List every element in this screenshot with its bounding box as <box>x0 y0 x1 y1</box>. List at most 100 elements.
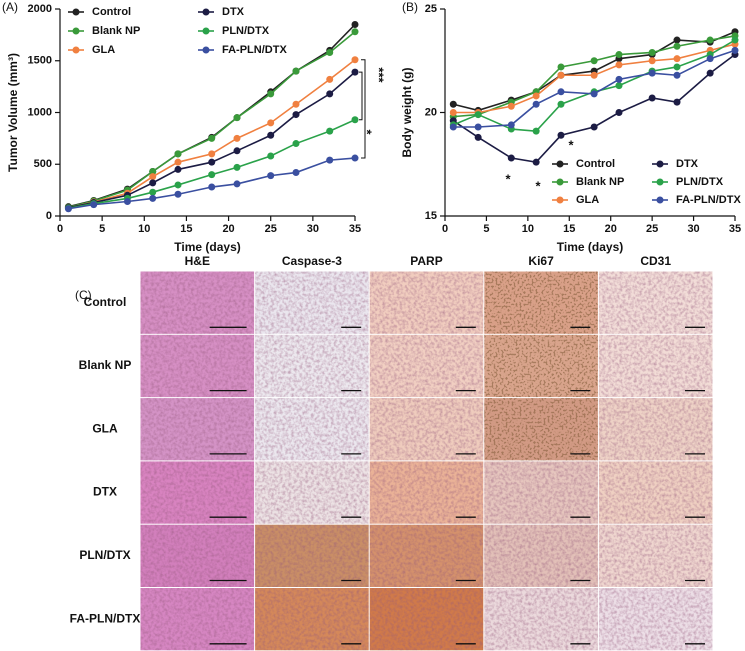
histology-texture <box>255 588 369 651</box>
data-point <box>208 150 216 158</box>
histology-texture <box>484 271 598 334</box>
data-point <box>673 55 681 63</box>
legend-marker <box>656 196 664 204</box>
data-point <box>149 173 157 181</box>
legend-label: DTX <box>676 158 699 170</box>
data-point <box>64 205 72 213</box>
data-point <box>326 156 334 164</box>
data-point <box>149 194 157 202</box>
annotation: *** <box>372 67 387 83</box>
legend-label: DTX <box>222 6 245 18</box>
data-point <box>233 180 241 188</box>
legend-label: FA-PLN/DTX <box>676 194 741 206</box>
x-tick-label: 35 <box>349 223 361 235</box>
data-point <box>706 36 714 44</box>
row-label: Blank NP <box>79 358 132 372</box>
data-point <box>648 94 656 102</box>
legend-marker <box>556 178 564 186</box>
data-point <box>590 71 598 79</box>
data-point <box>174 190 182 198</box>
data-point <box>233 147 241 155</box>
x-tick-label: 20 <box>222 223 234 235</box>
data-point <box>532 158 540 166</box>
significance-bracket <box>361 59 366 159</box>
histology-texture <box>140 398 255 461</box>
histology-texture <box>484 524 598 587</box>
data-point <box>507 102 515 110</box>
histology-texture <box>598 334 713 398</box>
data-point <box>351 68 359 76</box>
legend-label: FA-PLN/DTX <box>222 44 287 56</box>
annotation: * <box>535 178 541 193</box>
data-point <box>507 154 515 162</box>
histology-texture <box>140 271 255 334</box>
data-point <box>233 134 241 142</box>
legend-marker <box>202 46 210 54</box>
data-point <box>474 133 482 141</box>
data-point <box>174 150 182 158</box>
data-point <box>267 90 275 98</box>
axis-line <box>59 9 355 217</box>
data-point <box>648 69 656 77</box>
row-label: DTX <box>93 485 117 499</box>
histology-texture <box>140 334 255 398</box>
legend-label: Blank NP <box>576 176 624 188</box>
legend-marker <box>202 8 210 16</box>
x-tick-label: 35 <box>729 223 741 235</box>
histology-texture <box>255 271 369 334</box>
data-point <box>673 71 681 79</box>
legend-label: Control <box>576 158 615 170</box>
legend-label: PLN/DTX <box>222 25 270 37</box>
data-point <box>267 131 275 139</box>
data-point <box>557 100 565 108</box>
data-point <box>351 154 359 162</box>
data-point <box>292 100 300 108</box>
data-point <box>149 167 157 175</box>
column-header: H&E <box>185 254 210 268</box>
legend-marker <box>556 160 564 168</box>
data-point <box>208 134 216 142</box>
data-point <box>706 55 714 63</box>
data-point <box>532 100 540 108</box>
data-point <box>615 51 623 59</box>
histology-texture <box>484 334 598 398</box>
data-point <box>326 48 334 56</box>
data-point <box>149 188 157 196</box>
data-point <box>474 111 482 119</box>
data-point <box>648 48 656 56</box>
legend-marker <box>656 160 664 168</box>
data-point <box>648 57 656 65</box>
data-point <box>507 121 515 129</box>
y-axis-label: Body weight (g) <box>400 68 414 158</box>
data-point <box>615 61 623 69</box>
data-point <box>731 36 739 44</box>
histology-texture <box>598 398 713 461</box>
data-point <box>90 201 98 209</box>
data-point <box>673 98 681 106</box>
column-header: Ki67 <box>528 254 554 268</box>
histology-texture <box>484 588 598 651</box>
legend-marker <box>72 46 80 54</box>
x-tick-label: 25 <box>265 223 277 235</box>
y-tick-label: 15 <box>425 210 437 222</box>
data-point <box>351 116 359 124</box>
y-tick-label: 2000 <box>28 3 52 15</box>
annotation: * <box>568 137 574 152</box>
legend-marker <box>656 178 664 186</box>
histology-texture <box>140 588 255 651</box>
legend-marker <box>72 27 80 35</box>
x-axis-label: Time (days) <box>174 240 240 254</box>
data-point <box>532 127 540 135</box>
data-point <box>292 140 300 148</box>
legend-marker <box>72 8 80 16</box>
data-point <box>449 109 457 116</box>
histology-texture <box>484 461 598 524</box>
panel-label: (A) <box>2 0 18 14</box>
x-tick-label: 25 <box>646 223 658 235</box>
x-tick-label: 10 <box>522 223 534 235</box>
x-tick-label: 30 <box>307 223 319 235</box>
column-header: CD31 <box>640 254 671 268</box>
histology-texture <box>255 524 369 587</box>
column-header: Caspase-3 <box>282 254 342 268</box>
